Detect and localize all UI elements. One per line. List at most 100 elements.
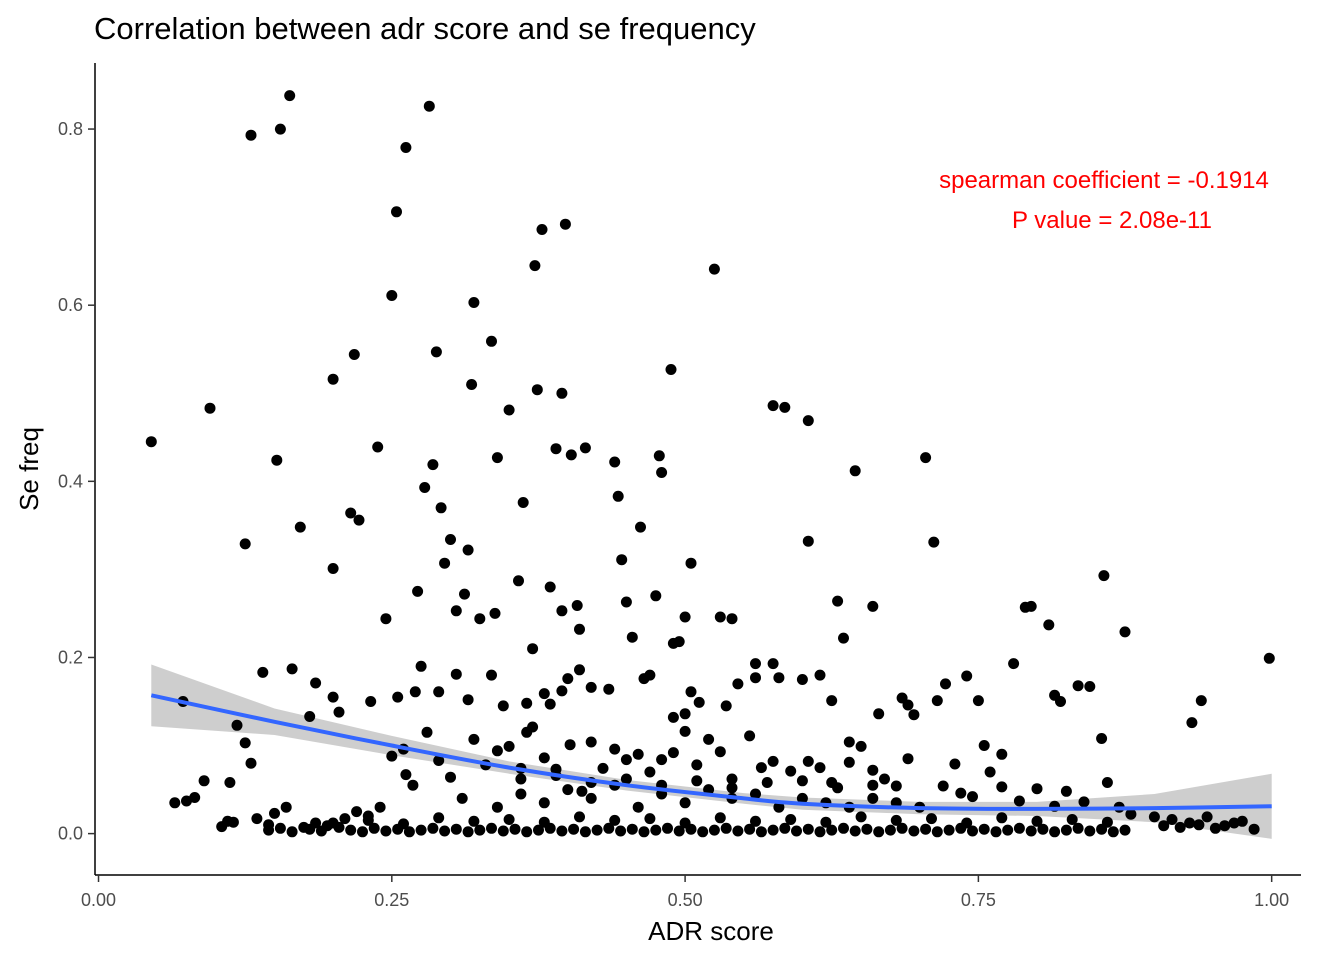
data-point — [1119, 626, 1131, 638]
data-point — [556, 825, 568, 837]
data-point — [198, 775, 210, 787]
data-point — [459, 588, 470, 600]
data-point — [491, 801, 503, 813]
data-point — [286, 663, 298, 675]
data-point — [245, 757, 257, 769]
data-point — [538, 797, 550, 809]
data-point — [750, 658, 761, 670]
data-point — [412, 585, 424, 597]
data-point — [538, 752, 550, 764]
data-point — [967, 791, 978, 803]
points-layer — [145, 90, 1275, 838]
data-point — [755, 826, 767, 838]
data-point — [1174, 821, 1186, 833]
data-point — [1166, 814, 1178, 825]
data-point — [773, 672, 785, 684]
data-point — [1049, 689, 1061, 701]
y-tick-label: 0.4 — [58, 471, 83, 491]
data-point — [1193, 819, 1205, 831]
data-point — [693, 696, 705, 708]
data-point — [1031, 815, 1043, 827]
data-point — [503, 814, 515, 825]
data-point — [612, 490, 624, 502]
data-point — [327, 817, 339, 829]
data-point — [468, 733, 480, 745]
data-point — [559, 218, 571, 230]
data-point — [1037, 823, 1049, 835]
data-point — [579, 826, 591, 838]
data-point — [750, 672, 761, 684]
data-point — [603, 822, 615, 834]
data-point — [529, 260, 541, 272]
data-point — [427, 459, 439, 471]
data-point — [486, 669, 497, 681]
data-point — [603, 683, 615, 695]
data-point — [814, 762, 826, 774]
data-point — [445, 771, 456, 783]
data-point — [251, 813, 263, 825]
data-point — [714, 812, 726, 824]
data-point — [362, 814, 374, 826]
data-point — [274, 123, 286, 135]
data-point — [489, 607, 501, 619]
data-point — [433, 812, 445, 824]
data-point — [435, 502, 447, 514]
data-point — [861, 823, 873, 835]
data-point — [855, 811, 867, 823]
data-point — [257, 666, 269, 678]
data-point — [632, 748, 644, 760]
y-tick-label: 0.2 — [58, 647, 83, 667]
data-point — [814, 669, 826, 681]
data-point — [849, 825, 861, 837]
data-point — [474, 613, 486, 625]
data-point — [445, 534, 456, 545]
data-point — [398, 818, 409, 830]
data-point — [843, 756, 855, 768]
data-point — [855, 740, 867, 752]
data-point — [996, 748, 1008, 760]
data-point — [509, 823, 521, 835]
data-point — [591, 824, 603, 836]
data-point — [564, 739, 576, 751]
data-point — [650, 590, 662, 602]
data-point — [1013, 795, 1025, 807]
data-point — [415, 660, 427, 672]
data-point — [802, 535, 814, 547]
data-point — [708, 824, 720, 836]
data-point — [720, 822, 732, 834]
data-point — [996, 781, 1008, 793]
x-axis-title: ADR score — [648, 916, 774, 946]
data-point — [403, 826, 415, 838]
data-point — [423, 100, 435, 112]
data-point — [245, 129, 257, 141]
data-point — [1072, 680, 1084, 692]
data-point — [720, 700, 732, 712]
data-point — [937, 780, 949, 792]
y-tick-label: 0.6 — [58, 295, 83, 315]
data-point — [732, 825, 744, 837]
data-point — [620, 754, 632, 766]
y-tick-label: 0.0 — [58, 824, 83, 844]
data-point — [691, 759, 703, 771]
data-point — [1101, 777, 1113, 788]
data-point — [667, 711, 679, 723]
data-point — [450, 605, 462, 617]
data-point — [380, 613, 392, 625]
data-point — [1031, 783, 1043, 795]
data-point — [620, 596, 632, 608]
data-point — [1096, 733, 1108, 744]
data-point — [271, 454, 283, 466]
data-point — [327, 373, 339, 385]
data-point — [1209, 822, 1221, 834]
data-point — [568, 823, 580, 835]
data-point — [386, 750, 398, 762]
data-point — [491, 745, 503, 757]
data-point — [1119, 824, 1131, 836]
data-point — [1101, 816, 1113, 828]
data-point — [908, 709, 920, 721]
data-point — [644, 766, 656, 778]
data-point — [879, 773, 890, 785]
data-point — [796, 674, 808, 685]
data-point — [978, 823, 990, 835]
data-point — [562, 784, 574, 796]
